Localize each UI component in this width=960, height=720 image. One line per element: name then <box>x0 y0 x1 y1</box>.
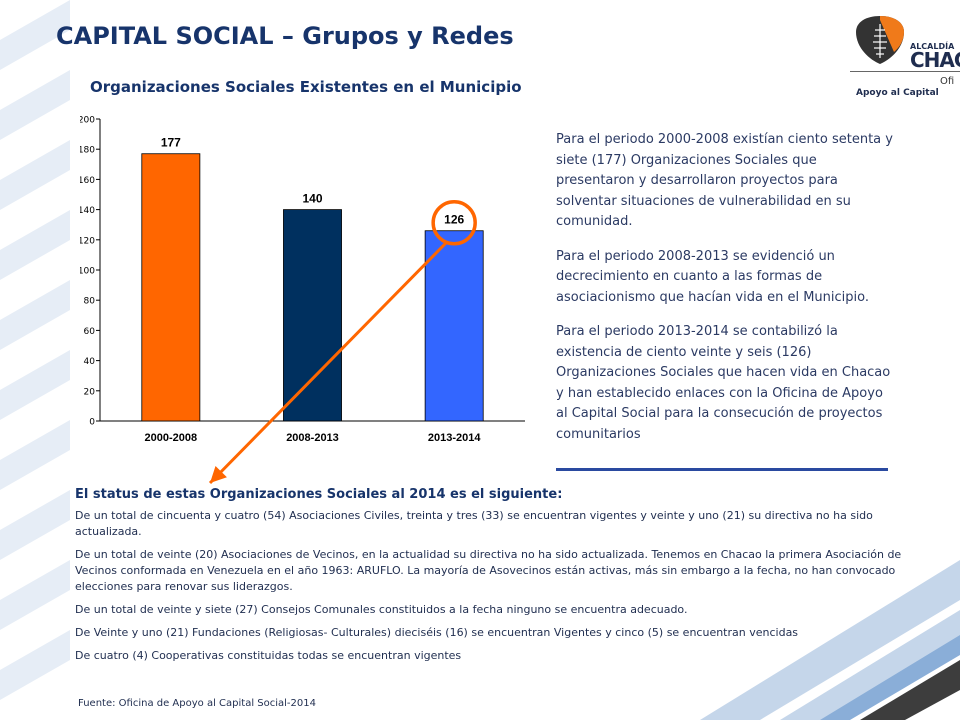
alcaldia-chacao-logo: ALCALDÍA CHACA Ofi Apoyo al Capital <box>850 10 960 110</box>
data-label-2008-2013: 140 <box>302 192 322 206</box>
highlight-circle <box>431 199 477 246</box>
status-heading: El status de estas Organizaciones Social… <box>75 487 563 502</box>
data-label-2000-2008: 177 <box>161 136 181 150</box>
status-item-fundaciones: De Veinte y uno (21) Fundaciones (Religi… <box>75 626 799 639</box>
logo-name-text: CHACA <box>910 48 960 72</box>
y-tick-label: 200 <box>80 116 95 126</box>
logo-office-text: Ofi <box>940 76 955 87</box>
status-section: El status de estas Organizaciones Social… <box>75 487 915 671</box>
y-tick-label: 140 <box>80 206 95 216</box>
logo-top-text: ALCALDÍA <box>910 42 955 51</box>
side-paragraph-2013-2014: Para el periodo 2013-2014 se contabilizó… <box>556 324 891 442</box>
y-tick-label: 100 <box>80 267 95 277</box>
status-item-asociaciones-civiles: De un total de cincuenta y cuatro (54) A… <box>75 509 873 538</box>
bar-2000-2008 <box>141 153 201 422</box>
y-tick-label: 60 <box>84 327 96 337</box>
chart-title: Organizaciones Sociales Existentes en el… <box>90 78 522 96</box>
y-tick-label: 80 <box>84 297 96 307</box>
side-description: Para el periodo 2000-2008 existían cient… <box>556 130 896 459</box>
logo-shield-icon <box>856 16 904 64</box>
data-label-2013-2014: 126 <box>444 213 464 227</box>
y-tick-label: 160 <box>80 176 95 186</box>
x-tick-label-2008-2013: 2008-2013 <box>286 432 339 444</box>
bar-2008-2013 <box>283 209 342 422</box>
y-tick-label: 40 <box>84 357 96 367</box>
status-item-asociaciones-vecinos: De un total de veinte (20) Asociaciones … <box>75 548 902 593</box>
bar-2013-2014 <box>424 230 484 422</box>
x-tick-label-2000-2008: 2000-2008 <box>145 432 198 444</box>
logo-office-name: Apoyo al Capital <box>856 88 939 98</box>
bar-chart: 0 20 40 60 80 100 120 140 160 180 200 177 2000-2008 1… <box>80 116 525 444</box>
source-note: Fuente: Oficina de Apoyo al Capital Soci… <box>78 698 316 709</box>
y-tick-label: 120 <box>80 236 95 246</box>
y-tick-label: 180 <box>80 146 95 156</box>
status-item-cooperativas: De cuatro (4) Cooperativas constituidas … <box>75 649 462 662</box>
y-tick-label: 20 <box>84 387 96 397</box>
side-paragraph-2000-2008: Para el periodo 2000-2008 existían cient… <box>556 132 893 229</box>
side-divider <box>556 468 888 471</box>
side-paragraph-2008-2013: Para el periodo 2008-2013 se evidenció u… <box>556 248 869 305</box>
page-title: CAPITAL SOCIAL – Grupos y Redes <box>56 22 514 50</box>
status-item-consejos-comunales: De un total de veinte y siete (27) Conse… <box>75 603 688 616</box>
x-tick-label-2013-2014: 2013-2014 <box>428 432 481 444</box>
logo-divider <box>850 71 960 72</box>
y-tick-label: 0 <box>89 418 95 428</box>
